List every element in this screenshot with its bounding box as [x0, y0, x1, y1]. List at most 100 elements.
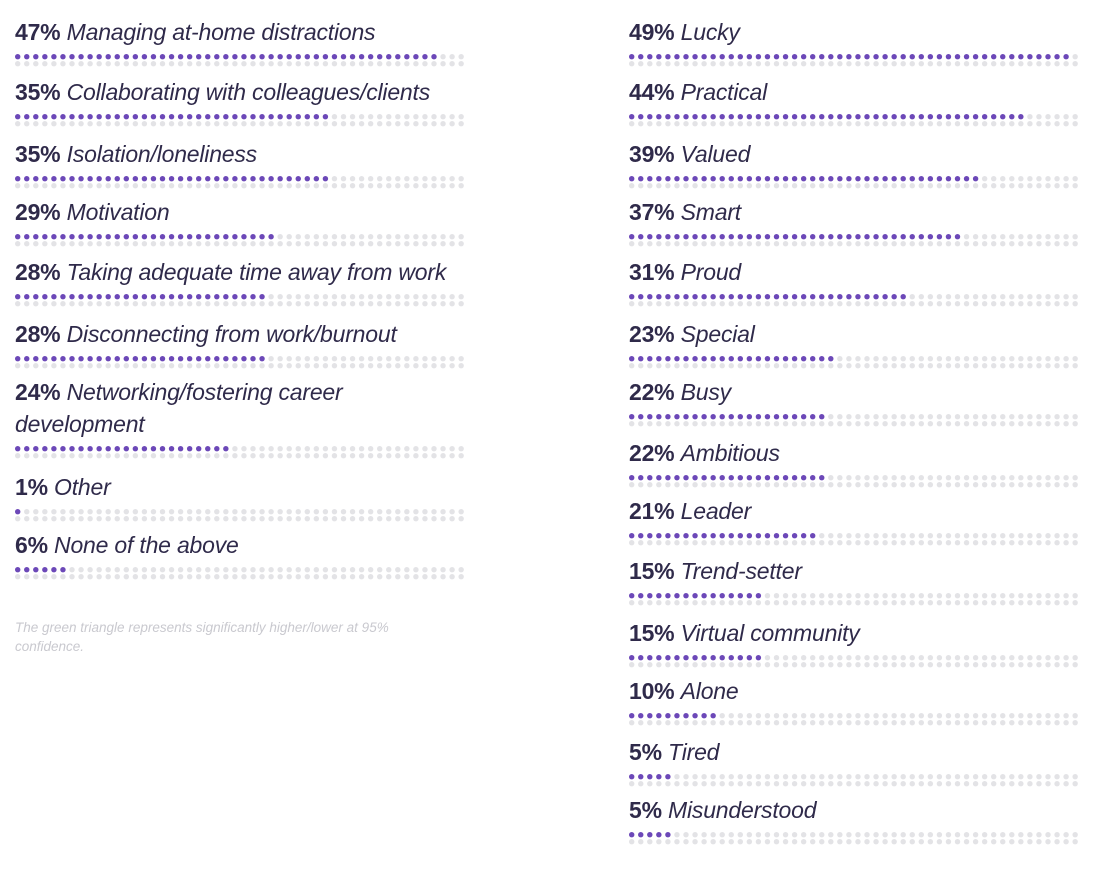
bar-dot-empty [954, 356, 961, 362]
bar-dot-empty [737, 363, 743, 369]
bar-dot-empty [900, 61, 906, 67]
bar-dot-empty [250, 183, 256, 189]
bar-dot-filled [972, 176, 979, 182]
bar-dot-empty [873, 600, 879, 606]
bar-dot-filled [692, 176, 698, 182]
bar-dot-empty [755, 121, 762, 127]
bar-dot-empty [367, 176, 374, 182]
bar-dot-empty [404, 176, 410, 182]
bar-dot-empty [1054, 713, 1060, 719]
bar-dot-empty [882, 781, 888, 787]
bar-dot-filled [882, 54, 888, 60]
bar-dot-filled [186, 446, 193, 452]
bar-dot-empty [728, 482, 734, 488]
bar-dot-empty [24, 363, 30, 369]
bar-dot-empty [313, 183, 320, 189]
dot-bar [15, 446, 464, 459]
bar-dot-empty [168, 183, 175, 189]
bar-dot-empty [386, 567, 392, 573]
bar-dot-empty [909, 294, 915, 300]
bar-dot-empty [358, 241, 365, 247]
bar-dot-filled [150, 176, 157, 182]
bar-dot-filled [674, 593, 680, 599]
bar-dot-empty [828, 241, 834, 247]
bar-dot-empty [223, 121, 229, 127]
bar-dot-filled [936, 114, 943, 120]
bar-dot-empty [755, 183, 762, 189]
bar-item: 22% Ambitious [629, 437, 1089, 488]
bar-dot-empty [1063, 600, 1069, 606]
bar-dot-empty [855, 593, 861, 599]
bar-dot-empty [268, 301, 274, 307]
bar-dot-filled [991, 114, 997, 120]
bar-dot-empty [855, 414, 861, 420]
bar-dot-empty [349, 294, 356, 300]
bar-dot-empty [422, 516, 428, 522]
dot-bar [629, 593, 1078, 606]
bar-dot-empty [259, 509, 265, 515]
bar-dot-filled [692, 533, 698, 539]
bar-dot-empty [656, 482, 662, 488]
bar-dot-empty [358, 363, 365, 369]
bar-dot-empty [1009, 121, 1015, 127]
bar-dot-empty [837, 662, 843, 668]
bar-dot-empty [1027, 662, 1033, 668]
bar-dot-empty [286, 516, 292, 522]
bar-dot-empty [177, 363, 184, 369]
bar-dot-filled [51, 567, 57, 573]
bar-dot-filled [177, 294, 184, 300]
bar-dot-filled [710, 54, 716, 60]
bar-dot-empty [1018, 241, 1024, 247]
bar-dot-empty [223, 453, 229, 459]
bar-dot-empty [358, 61, 365, 67]
bar-dot-empty [286, 509, 292, 515]
bar-dot-filled [656, 475, 662, 481]
bar-dot-empty [78, 453, 84, 459]
bar-dot-empty [1072, 781, 1078, 787]
bar-dot-empty [629, 600, 635, 606]
bar-dot-empty [1045, 356, 1051, 362]
bar-dot-empty [737, 781, 743, 787]
bar-dot-empty [367, 241, 374, 247]
bar-dot-filled [404, 54, 410, 60]
bar-dot-empty [395, 301, 401, 307]
bar-dot-empty [123, 453, 129, 459]
bar-dot-empty [945, 61, 952, 67]
bar-dot-empty [1063, 176, 1069, 182]
bar-dot-filled [60, 176, 66, 182]
bar-dot-empty [340, 61, 347, 67]
bar-dot-empty [1000, 121, 1006, 127]
bar-dot-empty [377, 567, 383, 573]
bar-dot-empty [123, 241, 129, 247]
bar-dot-empty [882, 839, 888, 845]
bar-dot-empty [413, 509, 419, 515]
bar-dot-filled [728, 533, 734, 539]
bar-dot-filled [33, 446, 39, 452]
bar-dot-empty [232, 567, 238, 573]
bar-dot-empty [882, 720, 888, 726]
bar-dot-empty [1027, 839, 1033, 845]
bar-dot-empty [367, 356, 374, 362]
bar-dot-empty [177, 567, 184, 573]
bar-dot-filled [746, 234, 753, 240]
bar-dot-empty [196, 121, 202, 127]
bar-dot-empty [719, 301, 725, 307]
bar-dot-empty [945, 356, 952, 362]
bar-dot-empty [132, 567, 139, 573]
bar-dot-empty [810, 241, 816, 247]
bar-dot-empty [918, 540, 924, 546]
bar-dot-empty [241, 301, 247, 307]
value-label: 39% [629, 141, 675, 167]
bar-dot-filled [223, 446, 229, 452]
bar-dot-filled [60, 567, 66, 573]
bar-dot-empty [991, 533, 997, 539]
category-label: Busy [680, 379, 732, 405]
bar-dot-filled [692, 593, 698, 599]
bar-dot-filled [259, 234, 265, 240]
bar-dot-filled [800, 114, 807, 120]
bar-dot-empty [638, 839, 644, 845]
bar-dot-filled [168, 446, 175, 452]
bar-dot-empty [855, 482, 861, 488]
bar-dot-empty [105, 567, 111, 573]
bar-dot-empty [404, 453, 410, 459]
